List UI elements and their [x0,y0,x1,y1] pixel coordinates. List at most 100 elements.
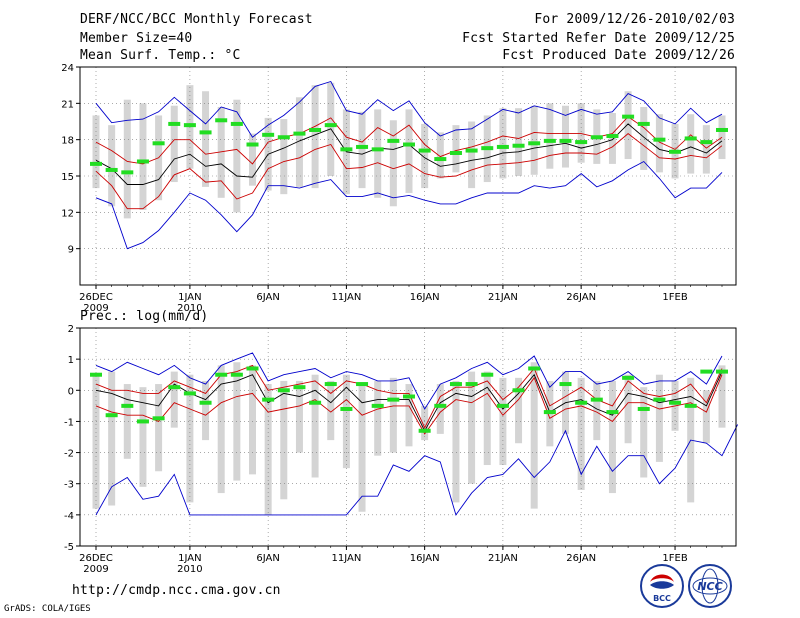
prec-range-bar [170,371,178,428]
temp-range-bar [436,132,444,179]
temp-line-min [95,160,723,250]
temp-range-bar [640,106,648,170]
prec-range-bar [139,387,147,487]
temp-line-max [95,80,723,138]
prec-median-marker [669,400,682,405]
temp-median-marker [669,149,682,154]
forecast-produced-label: Fcst Produced Date 2009/12/26 [502,48,735,63]
grads-credit: GrADS: COLA/IGES [4,604,91,614]
prec-median-marker [575,400,588,405]
temp-range-bar [358,111,366,189]
forecast-start-label: Fcst Started Refer Date 2009/12/25 [462,31,735,46]
temp-range-bar [530,105,538,175]
temp-median-marker [700,140,713,145]
temp-median-marker [575,140,588,145]
temp-median-marker [246,142,259,147]
temp-median-marker [465,148,478,153]
temp-xtick-label: 26JAN [566,292,596,303]
temp-xtick-sublabel: 2009 [83,303,108,314]
source-url[interactable]: http://cmdp.ncc.cma.gov.cn [72,583,281,598]
prec-range-bar [577,377,585,490]
prec-line-mean [95,371,723,432]
prec-median-marker [700,369,713,374]
prec-median-marker [324,382,337,387]
temp-median-marker [183,123,196,128]
chart-title: DERF/NCC/BCC Monthly Forecast [80,12,313,27]
temp-range-bar [687,114,695,174]
prec-xtick-label: 26DEC [79,553,113,564]
prec-median-marker [528,366,541,371]
temp-median-marker [152,141,165,146]
prec-range-bar [608,380,616,494]
temp-median-marker [105,167,118,172]
prec-median-marker [230,372,243,377]
temp-median-marker [387,138,400,143]
prec-range-bar [155,384,163,472]
prec-ytick-label: -1 [64,417,74,428]
prec-median-marker [371,403,384,408]
temp-xtick-sublabel: 2010 [177,303,202,314]
prec-median-marker [653,397,666,402]
temp-xtick-label: 21JAN [488,292,518,303]
prec-range-bar [702,390,710,444]
temp-range-bar [702,125,710,174]
temp-range-bar [139,103,147,210]
prec-median-marker [637,406,650,411]
prec-median-marker [716,369,728,374]
prec-median-marker [403,394,415,399]
temp-range-bar [280,119,288,195]
temp-median-marker [356,144,369,149]
temp-median-marker [309,127,322,132]
prec-line-meanstd [95,364,723,429]
prec-median-marker [309,400,322,405]
temp-median-marker [324,123,337,128]
prec-median-marker [293,385,306,390]
prec-range-bar [640,387,648,478]
temp-range-bar [249,133,256,186]
temp-xtick-label: 16JAN [410,292,440,303]
prec-ytick-label: -2 [64,449,74,460]
temp-ytick-label: 18 [61,136,74,147]
temp-range-bar [405,109,413,193]
prec-median-marker [543,410,556,415]
temp-ytick-label: 9 [68,245,74,256]
temp-median-marker [418,148,431,153]
temp-range-bar [108,125,116,207]
temp-median-marker [90,161,102,166]
prec-ytick-label: 1 [68,355,74,366]
temp-median-marker [293,131,306,136]
temp-range-bar [295,97,303,187]
temp-median-marker [512,143,525,148]
temp-median-marker [340,147,353,152]
temp-range-bar [546,103,554,169]
temp-median-marker [215,118,228,123]
prec-xtick-label: 21JAN [488,553,518,564]
temp-range-bar [468,121,476,189]
prec-range-bar [123,384,131,459]
prec-range-bar [342,374,350,469]
prec-range-bar [718,365,726,428]
prec-median-marker [387,397,400,402]
prec-line-max [95,352,723,410]
temp-median-marker [277,135,290,140]
prec-median-marker [246,366,259,371]
temp-line-meanstd [95,133,723,210]
prec-range-bar [217,365,225,494]
prec-range-bar [593,380,601,441]
prec-median-marker [152,416,165,421]
prec-ytick-label: -3 [64,480,74,491]
prec-range-bar [186,374,194,503]
temp-median-marker [622,114,635,119]
temp-median-marker [637,121,650,126]
prec-range-bar [452,380,460,503]
prec-range-bar [468,371,476,484]
prec-xtick-label: 1FEB [662,553,687,564]
prec-median-marker [168,385,181,390]
prec-range-bar [358,384,366,512]
temp-line-meanstd [95,116,723,165]
temp-range-bar [202,91,210,187]
prec-median-marker [262,397,275,402]
variable-label: Mean Surf. Temp.: °C [80,48,241,63]
prec-ytick-label: 0 [68,386,74,397]
forecast-period-label: For 2009/12/26-2010/02/03 [534,12,735,27]
